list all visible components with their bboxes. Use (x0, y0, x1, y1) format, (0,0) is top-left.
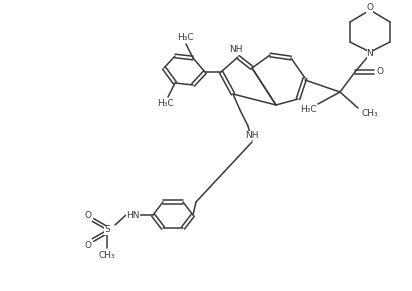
Text: CH₃: CH₃ (362, 109, 378, 118)
Text: S: S (104, 226, 110, 235)
Text: H₃C: H₃C (300, 106, 316, 114)
Text: NH: NH (229, 45, 243, 54)
Text: CH₃: CH₃ (99, 251, 115, 260)
Text: O: O (377, 68, 384, 77)
Text: O: O (367, 3, 374, 13)
Text: NH: NH (245, 130, 259, 139)
Text: N: N (367, 49, 373, 58)
Text: H₃C: H₃C (157, 100, 173, 109)
Text: H₃C: H₃C (177, 33, 193, 42)
Text: HN: HN (126, 210, 140, 219)
Text: O: O (84, 240, 91, 249)
Text: O: O (84, 210, 91, 219)
